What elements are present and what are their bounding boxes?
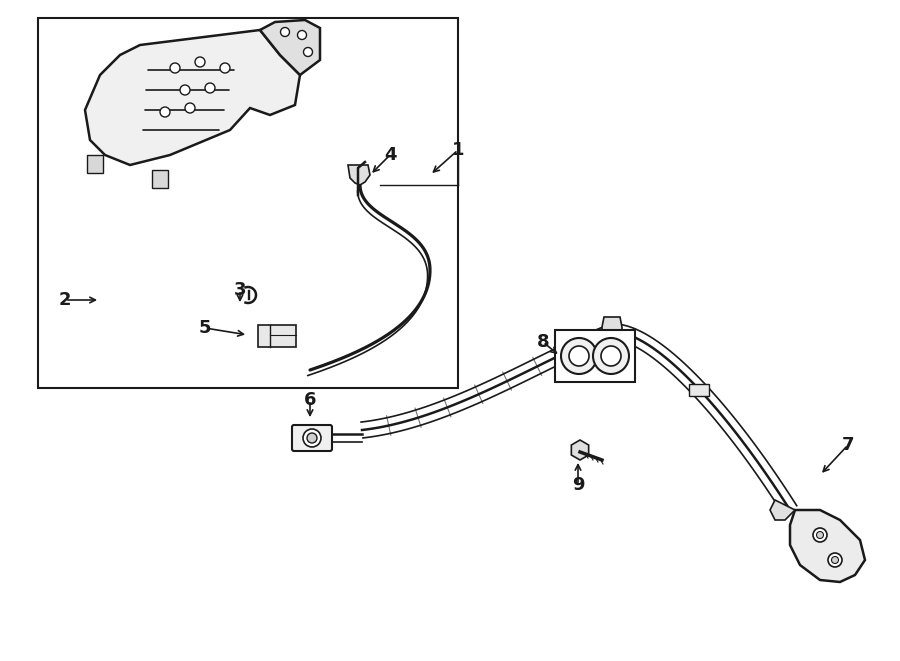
Circle shape bbox=[160, 107, 170, 117]
Circle shape bbox=[298, 30, 307, 40]
Circle shape bbox=[303, 48, 312, 56]
Text: 2: 2 bbox=[58, 291, 71, 309]
Polygon shape bbox=[602, 317, 622, 347]
Text: 7: 7 bbox=[842, 436, 854, 454]
Circle shape bbox=[593, 338, 629, 374]
Circle shape bbox=[281, 28, 290, 36]
Circle shape bbox=[569, 346, 589, 366]
Circle shape bbox=[170, 63, 180, 73]
Circle shape bbox=[832, 557, 839, 563]
Polygon shape bbox=[260, 20, 320, 75]
Polygon shape bbox=[348, 165, 370, 185]
Circle shape bbox=[205, 83, 215, 93]
Circle shape bbox=[561, 338, 597, 374]
Bar bbox=[152, 170, 168, 188]
Polygon shape bbox=[85, 30, 300, 165]
Text: 8: 8 bbox=[536, 333, 549, 351]
Circle shape bbox=[195, 57, 205, 67]
Circle shape bbox=[813, 528, 827, 542]
Text: 3: 3 bbox=[234, 281, 247, 299]
Circle shape bbox=[601, 346, 621, 366]
Bar bbox=[87, 155, 103, 173]
Circle shape bbox=[816, 531, 824, 539]
Circle shape bbox=[828, 553, 842, 567]
Text: 1: 1 bbox=[452, 141, 464, 159]
Circle shape bbox=[220, 63, 230, 73]
Bar bbox=[38, 18, 458, 388]
Polygon shape bbox=[790, 510, 865, 582]
Text: 5: 5 bbox=[199, 319, 212, 337]
Circle shape bbox=[303, 429, 321, 447]
Text: 6: 6 bbox=[304, 391, 316, 409]
Bar bbox=[689, 384, 709, 396]
Circle shape bbox=[307, 433, 317, 443]
Polygon shape bbox=[770, 500, 795, 520]
Text: 9: 9 bbox=[572, 476, 584, 494]
Text: 4: 4 bbox=[383, 146, 396, 164]
Circle shape bbox=[185, 103, 195, 113]
FancyBboxPatch shape bbox=[292, 425, 332, 451]
Circle shape bbox=[180, 85, 190, 95]
Bar bbox=[555, 330, 635, 382]
Bar bbox=[258, 325, 296, 347]
